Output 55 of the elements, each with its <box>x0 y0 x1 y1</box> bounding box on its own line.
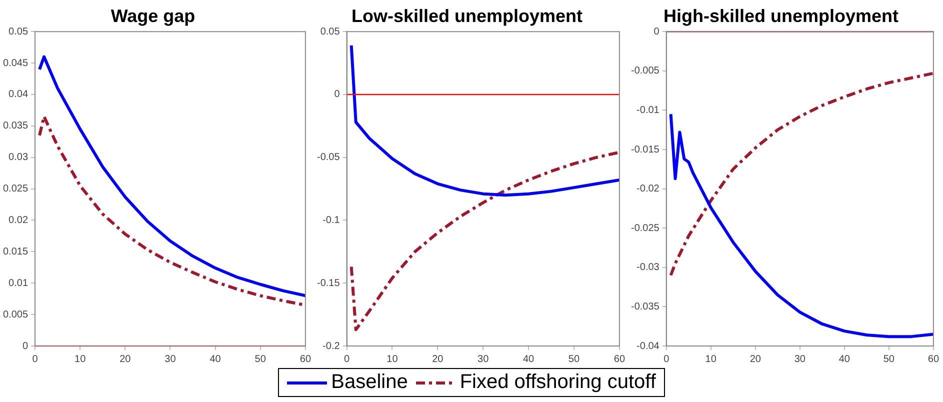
line-series <box>350 150 620 332</box>
y-tick-label: -0.015 <box>630 144 660 156</box>
x-tick-label: 20 <box>750 354 762 365</box>
y-tick-label: 0.005 <box>2 309 28 320</box>
x-tick-label: 0 <box>344 354 350 365</box>
x-tick-label: 60 <box>614 354 626 365</box>
y-tick-label: 0 <box>334 89 340 100</box>
x-tick-label: 60 <box>300 354 312 365</box>
y-tick-label: -0.04 <box>636 340 660 352</box>
x-tick-label: 10 <box>386 354 398 365</box>
x-tick-label: 50 <box>254 354 266 365</box>
y-tick-label: -0.02 <box>636 184 660 195</box>
x-tick-label: 60 <box>928 354 940 365</box>
y-tick-label: 0.035 <box>2 120 28 132</box>
y-tick-label: 0.025 <box>2 184 28 195</box>
y-tick-label: -0.025 <box>630 222 660 234</box>
y-tick-label: -0.03 <box>636 262 660 274</box>
x-tick-label: 0 <box>664 354 670 365</box>
y-tick-label: 0.01 <box>8 278 28 289</box>
line-series <box>669 72 934 277</box>
x-tick-label: 40 <box>838 354 850 365</box>
chart-title: Low-skilled unemployment <box>351 6 583 26</box>
x-tick-label: 30 <box>478 354 490 365</box>
x-tick-label: 20 <box>120 354 132 365</box>
x-tick-label: 10 <box>74 354 86 365</box>
y-tick-label: -0.035 <box>630 301 660 312</box>
y-tick-label: 0.05 <box>320 26 340 38</box>
y-tick-label: 0.05 <box>8 26 28 38</box>
x-tick-label: 10 <box>705 354 717 365</box>
x-tick-label: 0 <box>32 354 38 365</box>
x-tick-label: 40 <box>210 354 222 365</box>
y-tick-label: 0 <box>22 340 28 352</box>
chart-title: Wage gap <box>110 6 196 26</box>
y-tick-label: -0.1 <box>322 214 340 226</box>
x-tick-label: 20 <box>432 354 444 365</box>
y-tick-label: 0.04 <box>8 89 28 100</box>
chart-title: High-skilled unemployment <box>663 6 899 26</box>
x-tick-label: 50 <box>883 354 895 365</box>
x-tick-label: 30 <box>164 354 176 365</box>
x-tick-label: 30 <box>794 354 806 365</box>
y-tick-label: -0.2 <box>322 340 340 352</box>
legend-label: Baseline <box>331 371 408 394</box>
y-tick-label: 0.015 <box>2 246 28 258</box>
line-series <box>38 114 306 307</box>
x-tick-label: 50 <box>568 354 580 365</box>
y-tick-label: -0.005 <box>630 66 660 77</box>
y-tick-label: 0.03 <box>8 152 28 164</box>
y-tick-label: -0.05 <box>316 152 340 164</box>
y-tick-label: -0.01 <box>636 104 660 116</box>
y-tick-label: 0.045 <box>2 58 28 69</box>
legend-label: Fixed offshoring cutoff <box>460 371 656 394</box>
y-tick-label: 0.02 <box>8 214 28 226</box>
x-tick-label: 40 <box>522 354 535 365</box>
y-tick-label: 0 <box>654 26 660 38</box>
y-tick-label: -0.15 <box>316 278 340 289</box>
